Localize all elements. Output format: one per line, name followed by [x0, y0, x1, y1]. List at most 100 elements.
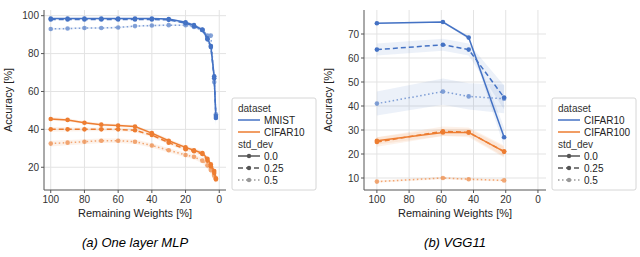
point	[441, 129, 446, 134]
point	[192, 24, 197, 29]
point	[99, 138, 104, 143]
y-tick	[41, 53, 44, 54]
series-line	[377, 45, 504, 98]
point	[48, 117, 53, 122]
legend-label: CIFAR10	[584, 115, 625, 126]
legend-marker	[567, 166, 571, 170]
y-tick	[41, 167, 44, 168]
point	[192, 155, 197, 160]
series	[375, 176, 507, 184]
grid-line	[84, 10, 85, 190]
x-tick	[537, 190, 538, 193]
legend-label: CIFAR10	[264, 127, 305, 138]
point	[209, 168, 214, 173]
panel-title: (a) One layer MLP	[82, 235, 189, 250]
legend-swatch	[238, 119, 260, 121]
point	[375, 47, 380, 52]
x-axis-label: Remaining Weights [%]	[78, 207, 192, 219]
point	[441, 89, 446, 94]
point	[212, 80, 217, 85]
series	[375, 130, 507, 154]
grid-line	[364, 58, 546, 59]
point	[502, 149, 507, 154]
x-axis-line	[364, 190, 546, 191]
point	[441, 176, 446, 181]
point	[133, 16, 138, 21]
point	[466, 177, 471, 182]
plot-area	[375, 20, 507, 184]
point	[466, 130, 471, 135]
grid-line	[118, 10, 119, 190]
x-tick-label: 80	[79, 194, 91, 205]
x-tick-label: 20	[180, 194, 192, 205]
point	[133, 17, 138, 22]
y-tick-label: 10	[348, 173, 360, 184]
y-tick-label: 40	[348, 101, 360, 112]
x-tick-label: 60	[436, 194, 448, 205]
y-tick-label: 50	[348, 77, 360, 88]
y-tick-label: 70	[348, 29, 360, 40]
point	[82, 16, 87, 21]
x-tick	[473, 190, 474, 193]
y-tick	[361, 82, 364, 83]
point	[133, 24, 138, 29]
y-tick	[361, 106, 364, 107]
point	[99, 122, 104, 127]
series	[48, 127, 218, 181]
point	[65, 140, 70, 145]
legend-label: CIFAR100	[584, 127, 631, 138]
grid-line	[537, 10, 538, 190]
point	[209, 33, 214, 38]
legend-label: 0.5	[264, 175, 278, 186]
point	[150, 23, 155, 28]
legend: datasetMNISTCIFAR10std_dev0.00.250.5	[232, 98, 316, 190]
series	[48, 17, 218, 118]
legend: datasetCIFAR10CIFAR100std_dev0.00.250.5	[552, 98, 636, 190]
y-tick-label: 100	[22, 10, 39, 21]
series-line	[51, 119, 216, 179]
point	[99, 26, 104, 31]
point	[116, 16, 121, 21]
error-band	[51, 24, 216, 123]
legend-label: 0.0	[584, 151, 598, 162]
legend-label: 0.25	[584, 163, 604, 174]
series	[375, 20, 507, 140]
y-tick	[41, 129, 44, 130]
point	[116, 25, 121, 30]
plot-area	[48, 16, 218, 183]
point	[200, 28, 205, 33]
legend-label: 0.5	[584, 175, 598, 186]
legend-title: dataset	[558, 103, 591, 114]
series	[375, 89, 507, 106]
series	[48, 138, 218, 181]
legend-marker	[247, 166, 251, 170]
y-axis-line	[364, 10, 365, 190]
x-tick	[409, 190, 410, 193]
x-tick	[219, 190, 220, 193]
point	[166, 18, 171, 23]
point	[502, 135, 507, 140]
point	[502, 149, 507, 154]
y-tick	[361, 154, 364, 155]
point	[205, 158, 210, 163]
series-line	[51, 19, 216, 116]
series	[375, 129, 507, 154]
point	[466, 35, 471, 40]
point	[375, 21, 380, 26]
legend-marker	[247, 178, 251, 182]
x-tick-label: 100	[42, 194, 59, 205]
series-line	[377, 178, 504, 182]
y-tick	[41, 15, 44, 16]
point	[65, 16, 70, 21]
x-tick-label: 0	[535, 194, 541, 205]
series-line	[377, 92, 504, 104]
point	[65, 26, 70, 31]
point	[200, 151, 205, 156]
point	[466, 130, 471, 135]
x-tick-label: 100	[369, 194, 386, 205]
panel: 10080604020010203040506070Remaining Weig…	[322, 10, 636, 250]
point	[166, 140, 171, 145]
point	[466, 47, 471, 52]
x-tick	[376, 190, 377, 193]
grid-line	[151, 10, 152, 190]
